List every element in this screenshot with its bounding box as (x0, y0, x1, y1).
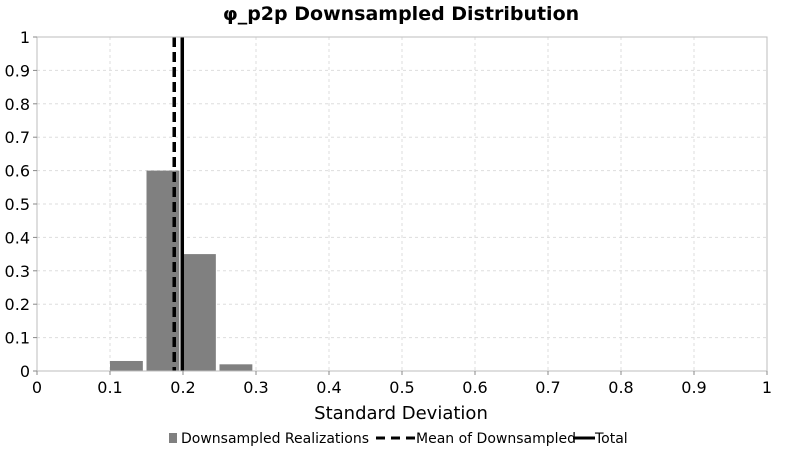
y-tick-label-1: 0.1 (5, 329, 30, 348)
x-tick-label-1: 0.1 (97, 378, 122, 397)
y-tick-label-7: 0.7 (5, 128, 30, 147)
legend: Downsampled Realizations Mean of Downsamp… (169, 431, 628, 447)
y-tick-label-2: 0.2 (5, 295, 30, 314)
y-tick-label-0: 0 (20, 362, 30, 381)
x-tick-label-4: 0.4 (316, 378, 341, 397)
y-tick-label-10: 1 (20, 28, 30, 47)
y-tick-label-5: 0.5 (5, 195, 30, 214)
x-tick-label-9: 0.9 (681, 378, 706, 397)
y-axis-ticks: 0 0.1 0.2 0.3 0.4 0.5 0.6 0.7 0.8 0.9 1 (5, 28, 37, 381)
x-tick-label-5: 0.5 (389, 378, 414, 397)
legend-label-realizations: Downsampled Realizations (181, 431, 369, 447)
y-tick-label-4: 0.4 (5, 228, 30, 247)
x-tick-label-2: 0.2 (170, 378, 195, 397)
legend-label-total: Total (594, 431, 628, 447)
x-axis-ticks: 0 0.1 0.2 0.3 0.4 0.5 0.6 0.7 0.8 0.9 1 (32, 371, 772, 397)
histogram-bar-2 (183, 254, 216, 371)
x-tick-label-3: 0.3 (243, 378, 268, 397)
histogram-bar-3 (219, 364, 253, 371)
histogram-bar-0 (110, 360, 143, 371)
x-tick-label-0: 0 (32, 378, 42, 397)
y-tick-label-9: 0.9 (5, 61, 30, 80)
x-tick-label-7: 0.7 (535, 378, 560, 397)
x-tick-label-6: 0.6 (462, 378, 487, 397)
y-tick-label-3: 0.3 (5, 262, 30, 281)
x-tick-label-10: 1 (762, 378, 772, 397)
legend-swatch-realizations (169, 433, 177, 443)
reference-lines (172, 37, 185, 371)
legend-label-mean: Mean of Downsampled (416, 431, 576, 447)
y-tick-label-6: 0.6 (5, 162, 30, 181)
y-tick-label-8: 0.8 (5, 95, 30, 114)
x-tick-label-8: 0.8 (608, 378, 633, 397)
chart-title: φ_p2p Downsampled Distribution (223, 3, 579, 25)
x-axis-label: Standard Deviation (314, 403, 488, 424)
